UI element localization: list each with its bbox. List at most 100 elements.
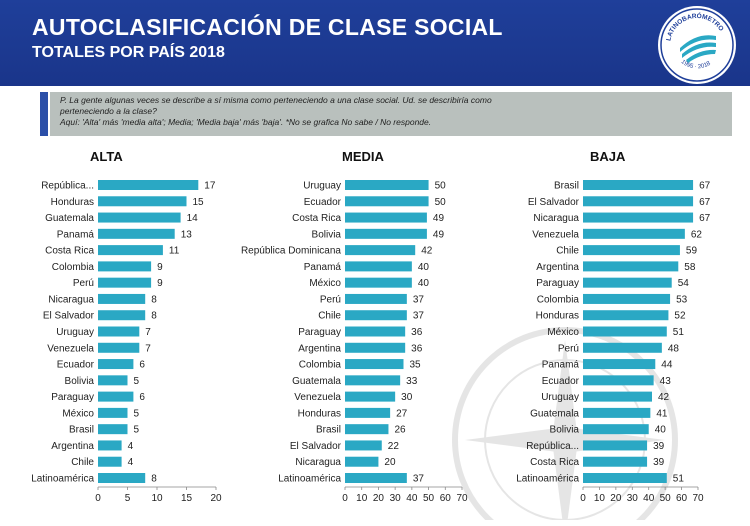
bar [345, 473, 407, 483]
value-label: 43 [660, 376, 672, 387]
category-label: Paraguay [298, 327, 341, 338]
value-label: 40 [655, 425, 667, 436]
value-label: 67 [699, 197, 711, 208]
x-tick-label: 0 [580, 493, 586, 504]
value-label: 39 [653, 441, 665, 452]
category-label: Honduras [51, 197, 94, 208]
category-label: Chile [71, 457, 94, 468]
value-label: 36 [411, 327, 423, 338]
category-label: El Salvador [43, 311, 95, 322]
x-tick-label: 30 [390, 493, 402, 504]
category-label: El Salvador [528, 197, 580, 208]
category-label: Nicaragua [533, 213, 579, 224]
category-label: Bolivia [312, 229, 342, 240]
category-label: Colombia [537, 294, 580, 305]
bar [583, 440, 648, 451]
value-label: 58 [684, 262, 696, 273]
x-tick-label: 50 [423, 493, 435, 504]
svg-text:1995 · 2018: 1995 · 2018 [680, 59, 713, 70]
category-label: Uruguay [541, 392, 579, 403]
category-label: Bolivia [65, 376, 95, 387]
category-label: República... [526, 441, 579, 452]
value-label: 5 [134, 425, 140, 436]
bar [583, 407, 651, 418]
bar [98, 375, 128, 386]
x-tick-label: 30 [627, 493, 639, 504]
value-label: 48 [668, 343, 680, 354]
category-label: República Dominicana [241, 246, 341, 257]
bar [345, 293, 407, 304]
bar [345, 245, 416, 256]
category-label: Panamá [57, 229, 95, 240]
bar [583, 391, 652, 402]
bar [98, 245, 163, 256]
bar [98, 310, 146, 321]
value-label: 50 [435, 181, 447, 192]
chart-media: MEDIA Uruguay 50 Ecuador 50 Costa Rica 49 Boliv… [241, 149, 468, 504]
bar [345, 228, 427, 239]
latinobarometro-logo: LATINOBARÓMETRO 1995 · 2018 [658, 6, 736, 84]
x-tick-label: 40 [643, 493, 655, 504]
x-tick-label: 10 [356, 493, 368, 504]
category-label: República... [41, 181, 94, 192]
category-label: Colombia [299, 360, 342, 371]
bar [98, 261, 152, 272]
bar [345, 277, 412, 288]
bar [583, 261, 679, 272]
value-label: 40 [418, 278, 430, 289]
bar [98, 391, 134, 402]
value-label: 67 [699, 213, 711, 224]
bar [345, 440, 382, 451]
value-label: 59 [686, 246, 698, 257]
bar [98, 228, 175, 239]
x-tick-label: 10 [151, 493, 163, 504]
bar [583, 342, 662, 353]
category-label: Perú [558, 343, 579, 354]
value-label: 40 [418, 262, 430, 273]
value-label: 37 [413, 474, 425, 485]
value-label: 22 [388, 441, 400, 452]
value-label: 13 [181, 229, 193, 240]
bar [583, 277, 672, 288]
value-label: 7 [145, 343, 151, 354]
x-tick-label: 50 [660, 493, 672, 504]
bar [583, 310, 669, 321]
bar [583, 375, 654, 386]
value-label: 9 [157, 278, 163, 289]
value-label: 35 [410, 360, 422, 371]
value-label: 11 [169, 246, 180, 257]
value-label: 67 [699, 181, 711, 192]
x-tick-label: 5 [125, 493, 131, 504]
page-subtitle: TOTALES POR PAÍS 2018 [32, 44, 225, 61]
category-label: Guatemala [530, 408, 579, 419]
category-label: Costa Rica [530, 457, 579, 468]
x-tick-label: 10 [594, 493, 606, 504]
category-label: Costa Rica [292, 213, 341, 224]
category-label: Paraguay [51, 392, 94, 403]
value-label: 33 [406, 376, 418, 387]
question-line-3: Aquí: 'Alta' más 'media alta'; Media; 'M… [60, 117, 432, 127]
bar [583, 245, 680, 256]
header-banner: AUTOCLASIFICACIÓN DE CLASE SOCIAL TOTALE… [0, 0, 750, 86]
value-label: 4 [128, 441, 134, 452]
category-label: México [547, 327, 579, 338]
x-tick-label: 0 [95, 493, 101, 504]
value-label: 14 [187, 213, 199, 224]
bar [98, 277, 152, 288]
question-line-2: perteneciendo a la clase? [60, 106, 157, 116]
value-label: 15 [193, 197, 205, 208]
value-label: 17 [204, 181, 216, 192]
bar [583, 456, 648, 467]
bar [98, 407, 128, 418]
category-label: Costa Rica [45, 246, 94, 257]
bar [345, 375, 401, 386]
category-label: Perú [320, 294, 341, 305]
bar [98, 196, 187, 207]
value-label: 7 [145, 327, 151, 338]
category-label: Chile [318, 311, 341, 322]
category-label: Ecuador [304, 197, 342, 208]
value-label: 4 [128, 457, 134, 468]
x-tick-label: 40 [406, 493, 418, 504]
bar [583, 228, 685, 239]
question-stripe [40, 92, 48, 136]
